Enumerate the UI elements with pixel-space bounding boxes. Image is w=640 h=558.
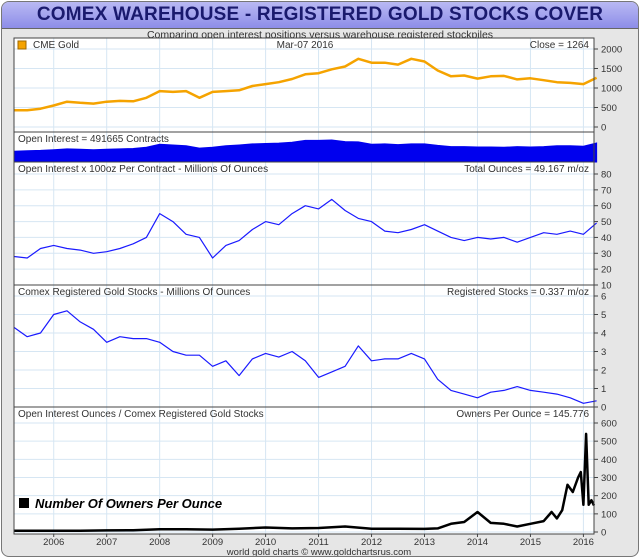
chart-title: COMEX WAREHOUSE - REGISTERED GOLD STOCKS… [36,4,604,25]
y-tick-label: 50 [601,217,612,228]
y-tick-label: 80 [601,170,612,181]
plot-area [13,37,595,535]
y-tick-label: 1 [601,384,606,395]
y-tick-label: 5 [601,310,606,321]
x-tick-label: 2009 [202,537,223,548]
total-ounces-readout: Total Ounces = 49.167 m/oz [464,164,589,175]
gold-legend-swatch [17,40,27,50]
y-tick-label: 500 [601,103,617,114]
y-tick-label: 600 [601,419,617,430]
owners-legend-swatch [19,498,29,508]
x-tick-label: 2008 [149,537,170,548]
x-tick-label: 2007 [96,537,117,548]
owners-legend-label: Number Of Owners Per Ounce [35,496,222,511]
owners-per-ounce-title: Open Interest Ounces / Comex Registered … [18,409,264,420]
y-tick-label: 400 [601,455,617,466]
total-ounces-line [13,198,597,259]
y-tick-label: 4 [601,329,606,340]
y-tick-label: 100 [601,509,617,520]
title-bar: COMEX WAREHOUSE - REGISTERED GOLD STOCKS… [2,2,638,29]
y-tick-label: 20 [601,265,612,276]
owners-per-ounce-readout: Owners Per Ounce = 145.776 [456,409,589,420]
plot-border [13,37,595,535]
y-tick-label: 500 [601,437,617,448]
total-ounces-title: Open Interest x 100oz Per Contract - Mil… [18,164,268,175]
registered-stocks-readout: Registered Stocks = 0.337 m/oz [447,287,589,298]
gold-line [14,57,598,112]
x-tick-label: 2016 [573,537,594,548]
y-tick-label: 3 [601,347,606,358]
y-tick-label: 40 [601,233,612,244]
y-tick-label: 60 [601,201,612,212]
y-tick-label: 0 [601,403,606,414]
open-interest-area [13,139,598,163]
y-tick-label: 0 [601,528,606,539]
x-tick-label: 2011 [308,537,328,548]
x-tick-label: 2012 [361,537,382,548]
registered-stocks-title: Comex Registered Gold Stocks - Millions … [18,287,250,298]
x-tick-label: 2010 [255,537,276,548]
x-tick-label: 2015 [520,537,541,548]
x-tick-label: 2006 [43,537,64,548]
y-tick-label: 70 [601,185,612,196]
y-tick-label: 1500 [601,64,622,75]
y-tick-label: 10 [601,281,612,292]
y-tick-label: 30 [601,249,612,260]
y-tick-label: 2000 [601,45,622,56]
y-tick-label: 1000 [601,84,622,95]
x-tick-label: 2014 [467,537,488,548]
footer-credit: world gold charts © www.goldchartsrus.co… [226,547,411,556]
gold-title: CME Gold [33,40,79,51]
y-tick-label: 0 [601,123,606,134]
y-tick-label: 6 [601,292,606,303]
open-interest-title: Open Interest = 491665 Contracts [18,134,169,145]
x-tick-label: 2013 [414,537,435,548]
y-tick-label: 2 [601,366,606,377]
registered-stocks-line [13,310,597,404]
owners-per-ounce-line [14,432,596,532]
date-label: Mar-07 2016 [277,40,334,51]
y-tick-label: 200 [601,491,617,502]
gold-readout: Close = 1264 [530,40,590,51]
y-tick-label: 300 [601,473,617,484]
